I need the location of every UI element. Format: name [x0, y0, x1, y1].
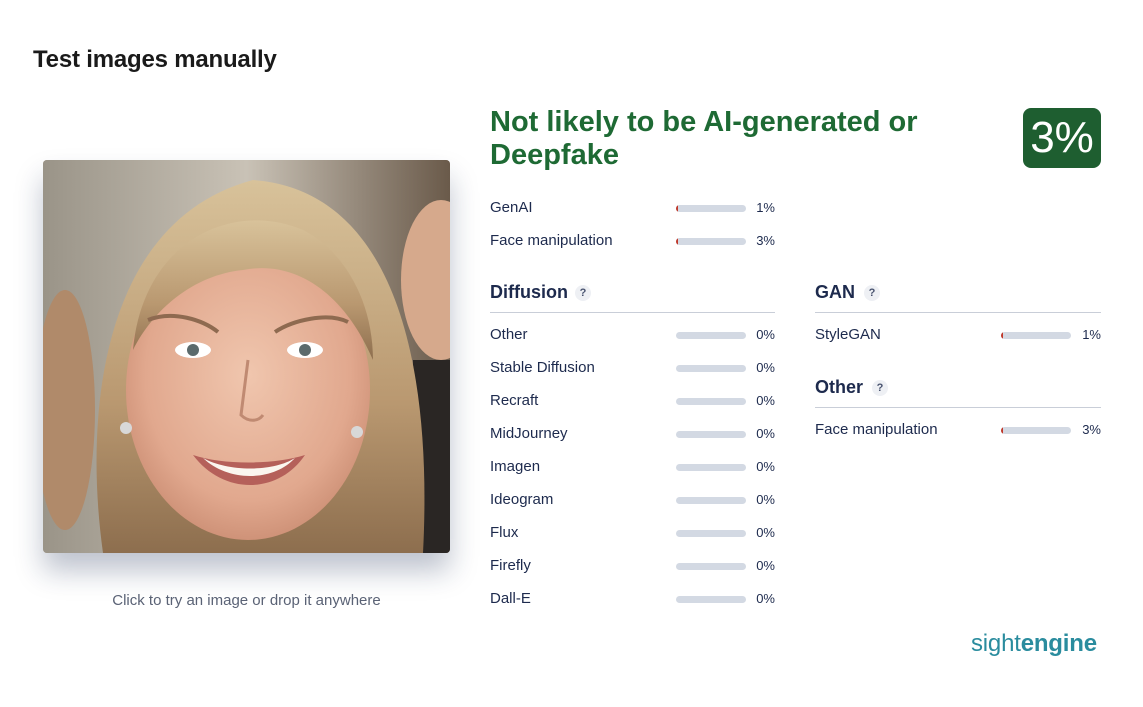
- score-badge: 3%: [1023, 108, 1101, 168]
- score-percent: 0%: [756, 360, 775, 375]
- score-label: Imagen: [490, 458, 541, 475]
- other-help-icon[interactable]: ?: [872, 380, 888, 396]
- page-title: Test images manually: [33, 46, 277, 73]
- score-percent: 0%: [756, 525, 775, 540]
- image-drop-zone[interactable]: [43, 160, 450, 553]
- score-bar: [1001, 332, 1071, 339]
- score-percent: 3%: [1082, 422, 1101, 437]
- score-label: Other: [490, 326, 528, 343]
- score-row: Face manipulation 3%: [815, 421, 1101, 441]
- diffusion-help-icon[interactable]: ?: [575, 285, 591, 301]
- score-label: GenAI: [490, 199, 533, 216]
- score-row: Flux 0%: [490, 524, 775, 544]
- score-row: GenAI 1%: [490, 199, 775, 219]
- diffusion-section-header: Diffusion ?: [490, 282, 775, 313]
- score-percent: 0%: [756, 393, 775, 408]
- score-label: Face manipulation: [490, 232, 613, 249]
- score-bar-fill: [1001, 332, 1003, 339]
- score-bar: [676, 431, 746, 438]
- score-row: Firefly 0%: [490, 557, 775, 577]
- score-bar: [676, 596, 746, 603]
- score-label: Ideogram: [490, 491, 554, 508]
- score-bar: [676, 238, 746, 245]
- sightengine-logo[interactable]: sightengine: [971, 630, 1097, 658]
- score-percent: 0%: [756, 426, 775, 441]
- score-row: Ideogram 0%: [490, 491, 775, 511]
- score-percent: 1%: [756, 200, 775, 215]
- score-bar: [676, 365, 746, 372]
- score-percent: 3%: [756, 233, 775, 248]
- score-row: Other 0%: [490, 326, 775, 346]
- score-label: Firefly: [490, 557, 531, 574]
- gan-section-header: GAN ?: [815, 282, 1101, 313]
- score-percent: 0%: [756, 459, 775, 474]
- score-row: Dall-E 0%: [490, 590, 775, 610]
- score-row: Recraft 0%: [490, 392, 775, 412]
- score-label: StyleGAN: [815, 326, 881, 343]
- score-row: Face manipulation 3%: [490, 232, 775, 252]
- score-percent: 0%: [756, 558, 775, 573]
- gan-title: GAN: [815, 282, 855, 302]
- score-row: StyleGAN 1%: [815, 326, 1101, 346]
- score-bar: [676, 205, 746, 212]
- score-bar-fill: [1001, 427, 1004, 434]
- score-percent: 0%: [756, 327, 775, 342]
- uploaded-face-image: [43, 160, 450, 553]
- verdict-heading: Not likely to be AI-generated or Deepfak…: [490, 106, 918, 171]
- score-label: Recraft: [490, 392, 539, 409]
- gan-help-icon[interactable]: ?: [864, 285, 880, 301]
- score-row: Stable Diffusion 0%: [490, 359, 775, 379]
- score-label: Stable Diffusion: [490, 359, 595, 376]
- other-section-header: Other ?: [815, 377, 1101, 408]
- score-row: MidJourney 0%: [490, 425, 775, 445]
- score-label: Dall-E: [490, 590, 531, 607]
- score-label: Face manipulation: [815, 421, 938, 438]
- score-bar-fill: [676, 238, 679, 245]
- logo-part-light: sight: [971, 630, 1021, 657]
- drop-caption: Click to try an image or drop it anywher…: [112, 592, 381, 609]
- score-bar: [676, 530, 746, 537]
- score-label: Flux: [490, 524, 519, 541]
- score-row: Imagen 0%: [490, 458, 775, 478]
- score-percent: 0%: [756, 591, 775, 606]
- score-bar: [676, 497, 746, 504]
- score-label: MidJourney: [490, 425, 568, 442]
- score-bar: [676, 563, 746, 570]
- diffusion-title: Diffusion: [490, 282, 568, 302]
- score-bar: [676, 464, 746, 471]
- score-percent: 0%: [756, 492, 775, 507]
- score-bar: [676, 332, 746, 339]
- score-bar-fill: [676, 205, 678, 212]
- other-title: Other: [815, 377, 864, 397]
- score-bar: [676, 398, 746, 405]
- score-percent: 1%: [1082, 327, 1101, 342]
- score-bar: [1001, 427, 1071, 434]
- logo-part-bold: engine: [1020, 630, 1097, 657]
